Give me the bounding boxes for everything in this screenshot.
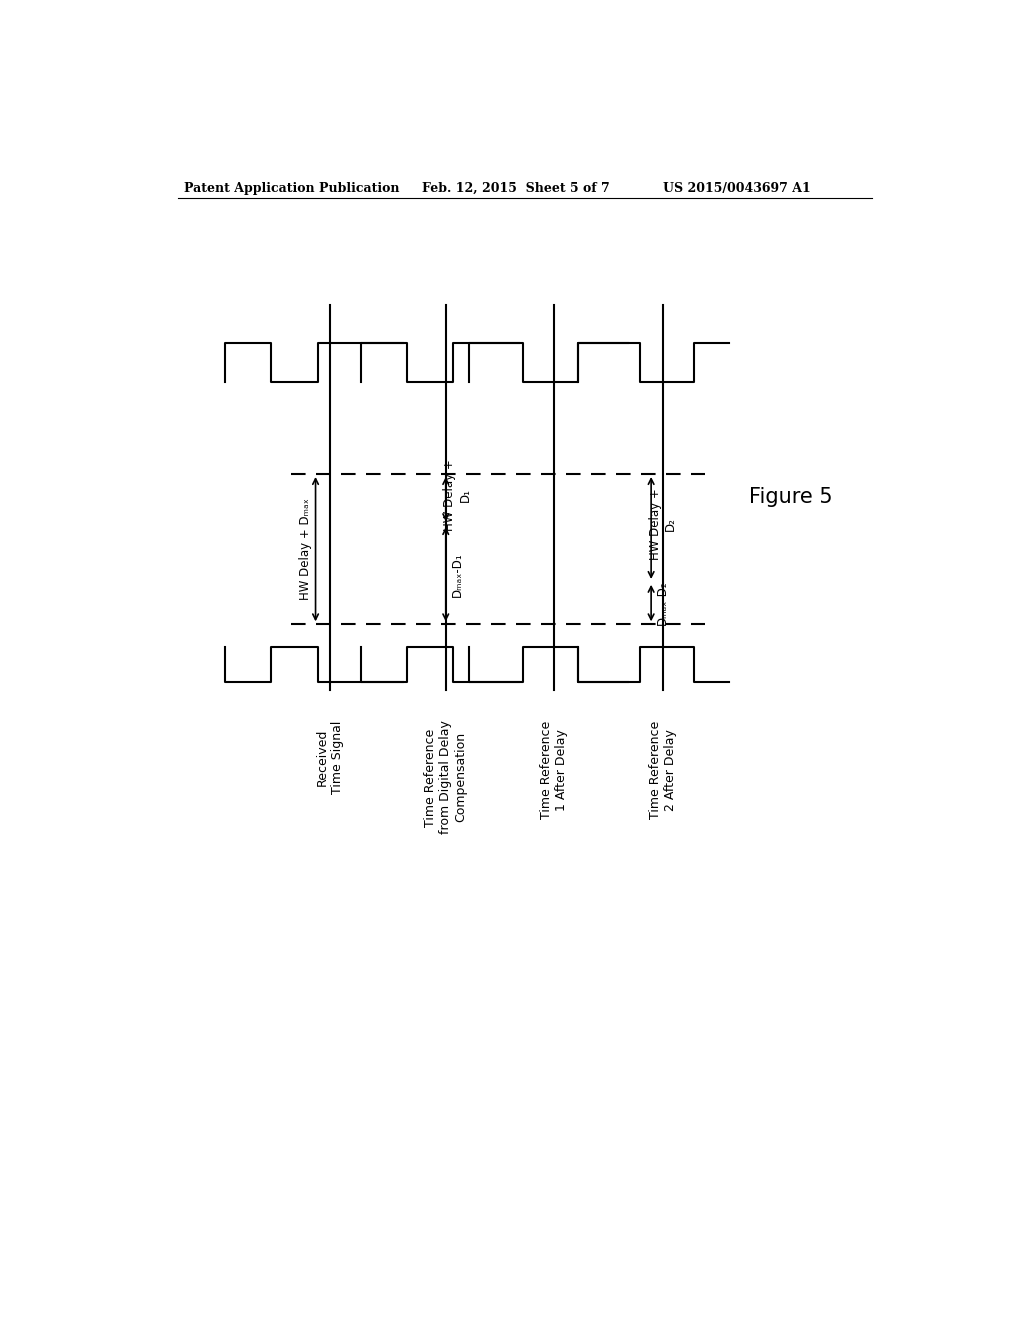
Text: Received
Time Signal: Received Time Signal <box>315 721 343 793</box>
Text: US 2015/0043697 A1: US 2015/0043697 A1 <box>663 182 811 194</box>
Text: Dₘₐₓ-D₁: Dₘₐₓ-D₁ <box>451 552 464 597</box>
Text: Figure 5: Figure 5 <box>749 487 833 507</box>
Text: Time Reference
from Digital Delay
Compensation: Time Reference from Digital Delay Compen… <box>424 721 467 834</box>
Text: Time Reference
2 After Delay: Time Reference 2 After Delay <box>649 721 677 818</box>
Text: Patent Application Publication: Patent Application Publication <box>183 182 399 194</box>
Text: Feb. 12, 2015  Sheet 5 of 7: Feb. 12, 2015 Sheet 5 of 7 <box>423 182 610 194</box>
Text: HW Delay +
D₂: HW Delay + D₂ <box>649 488 677 560</box>
Text: HW Delay +
D₁: HW Delay + D₁ <box>443 459 471 531</box>
Text: HW Delay + Dₘₐₓ: HW Delay + Dₘₐₓ <box>299 498 312 601</box>
Text: Time Reference
1 After Delay: Time Reference 1 After Delay <box>541 721 568 818</box>
Text: Dₘₐₓ-D₂: Dₘₐₓ-D₂ <box>656 581 670 626</box>
